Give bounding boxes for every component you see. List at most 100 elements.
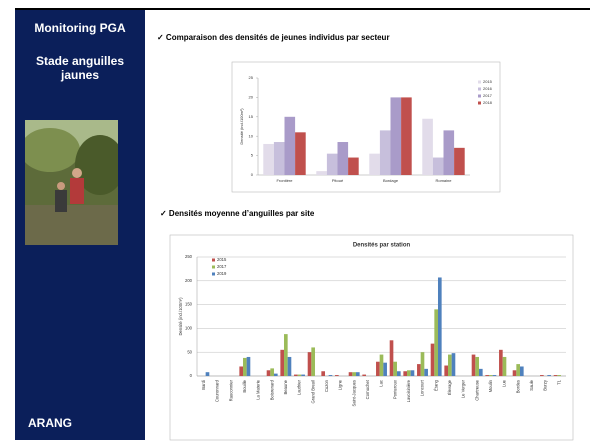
x-tick-label: T1 [556,379,561,385]
bar [263,143,274,175]
bar [284,334,288,376]
bar [478,368,483,376]
sidebar-subtitle: Stade anguilles jaunes [35,54,125,82]
section-heading: ✓ Densités moyenne d’anguilles par site [160,209,315,218]
x-tick-label: Saint-Jacques [351,380,356,407]
top-rule [15,8,590,10]
bar [437,277,442,376]
sidebar: Monitoring PGA Stade anguilles jaunes AR… [15,10,145,440]
bar [502,356,507,376]
legend-swatch [212,265,215,269]
x-tick-label: Bardi [201,380,206,390]
x-tick-label: Cornuchet [365,379,370,399]
bar [326,153,338,175]
bar [451,353,456,376]
bar [471,354,476,376]
legend-swatch [478,101,481,105]
bar [389,340,394,376]
bar [475,356,479,376]
bar [270,368,274,376]
legend-label: 2018 [483,100,493,105]
x-tick-label: Lac [379,380,384,387]
bar [422,118,433,175]
bar [307,352,312,376]
bar [337,142,349,175]
x-tick-label: Étang [433,379,438,391]
y-tick-label: 250 [185,254,193,259]
x-tick-label: Couronnard [215,379,220,402]
bar [516,364,520,376]
bar [316,171,327,175]
bar [410,370,415,376]
y-tick-label: 10 [249,133,254,138]
legend-label: 2016 [483,86,493,91]
bar [401,97,412,175]
sidebar-title: Monitoring PGA [34,21,126,35]
y-axis-label: Densité (ind./100m²) [178,297,183,336]
y-tick-label: 150 [185,302,193,307]
bar [273,373,278,376]
x-tick-label: Frontière [276,178,293,183]
legend-swatch [478,87,481,91]
y-tick-label: 200 [185,278,193,283]
bar [376,361,380,376]
bar [420,352,425,376]
x-tick-label: Romaine [435,178,452,183]
bar [485,375,490,376]
bar [348,372,353,376]
bar [430,343,435,376]
chart-frame [169,234,574,441]
legend-label: 2019 [217,271,227,276]
bar [355,372,360,376]
legend-swatch [212,258,215,262]
bar [553,375,558,376]
bar [540,375,544,376]
bar [557,375,561,376]
bar [294,374,298,376]
x-tick-label: Lue [502,379,507,387]
bar [335,375,339,376]
x-tick-label: Ponteroux [392,379,397,399]
x-tick-label: Bouille [242,379,247,392]
y-axis-label: Densité (ind./100m²) [239,108,244,145]
bar [492,375,497,376]
x-tick-label: Boisrenard [269,379,274,400]
y-tick-label: 0 [190,373,193,378]
bar [434,309,438,376]
x-tick-label: La Materie [256,379,261,399]
bar [512,370,517,376]
bar [297,374,302,376]
bar [321,371,326,376]
bar [443,130,455,175]
y-tick-label: 5 [251,153,254,158]
bar [348,157,359,175]
x-tick-label: Burzy [543,379,548,391]
bar [379,354,384,376]
legend-label: 2015 [217,257,227,262]
bar [403,371,408,376]
bar [432,157,444,175]
bar [547,375,551,376]
y-tick-label: 25 [249,75,254,80]
bar [499,349,503,376]
x-tick-label: Grand Breuil [310,380,315,404]
bar [390,97,402,175]
bar [273,142,285,175]
bar [407,370,411,376]
x-tick-label: Chartreuse [474,379,479,400]
x-tick-label: Le Verger [461,379,466,398]
bar [369,153,380,175]
bar [205,372,210,376]
bar [295,132,306,175]
bar [301,374,305,376]
x-tick-label: Saule [529,379,534,390]
y-tick-label: 50 [187,349,192,354]
x-tick-label: Ligne [338,379,343,390]
bar [424,368,428,376]
x-tick-label: Élevage [447,379,452,395]
bar [454,147,465,175]
bar [489,375,493,376]
bar [393,361,397,376]
bar [328,375,333,376]
